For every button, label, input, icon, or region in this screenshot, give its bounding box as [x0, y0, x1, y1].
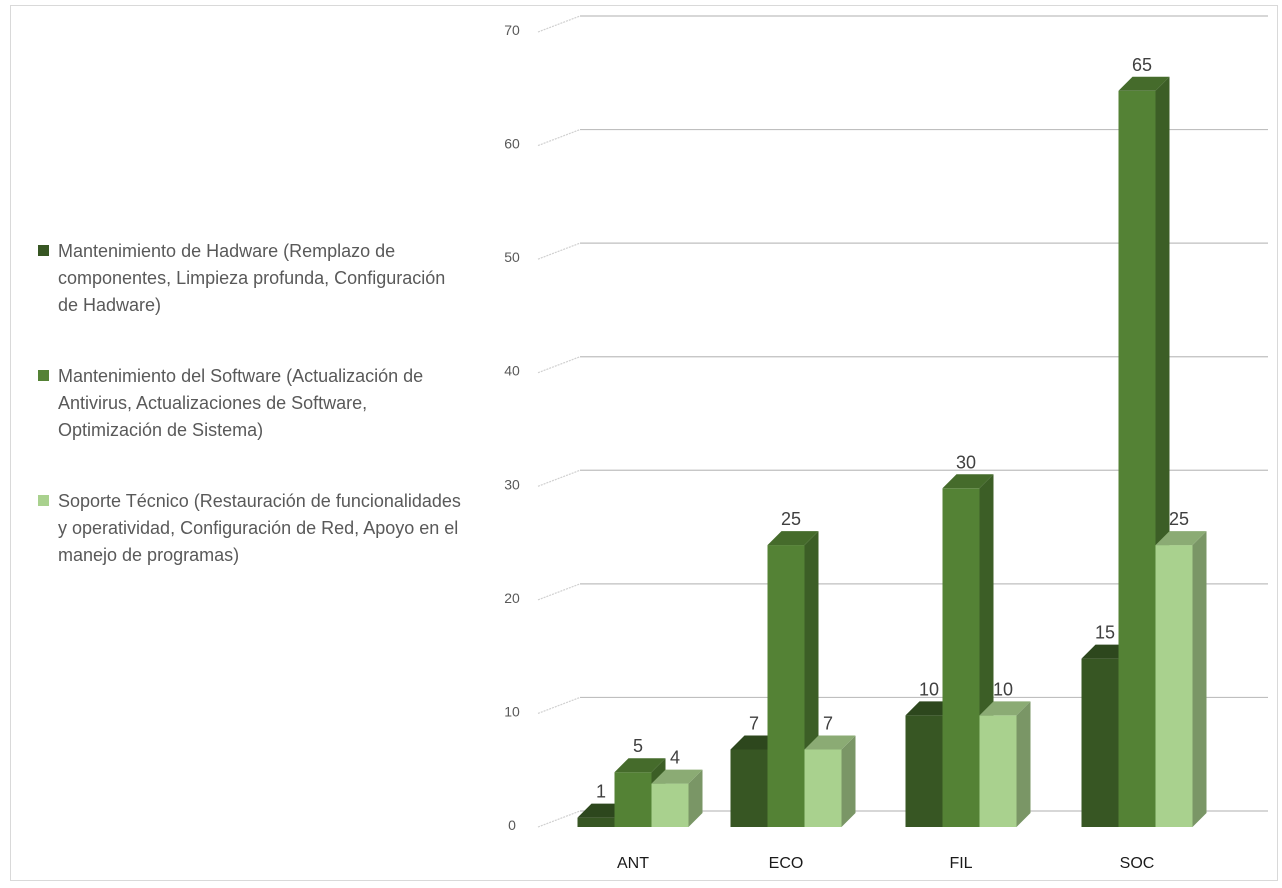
data-label: 25 [1169, 509, 1189, 529]
y-tick-label: 50 [504, 249, 520, 265]
x-category-label: FIL [949, 855, 972, 872]
bar-side [688, 769, 703, 827]
legend-label-hardware: Mantenimiento de Hadware (Remplazo de co… [58, 241, 446, 315]
bar [1155, 531, 1207, 827]
x-category-label: SOC [1120, 855, 1155, 872]
bar-front [942, 488, 980, 827]
legend-label-software: Mantenimiento del Software (Actualizació… [58, 366, 424, 440]
y-tick-label: 60 [504, 136, 520, 152]
bar-top [651, 769, 703, 784]
bar-side [1192, 531, 1207, 827]
data-label: 25 [781, 509, 801, 529]
gridline-depth [537, 356, 581, 374]
bar-front [1081, 658, 1119, 827]
gridline-depth [537, 810, 581, 828]
bar-front [804, 749, 842, 827]
bar-top [979, 701, 1031, 716]
y-tick-label: 0 [508, 817, 516, 833]
bar-top [942, 474, 994, 489]
gridline-depth [537, 242, 581, 260]
bar-top [1118, 76, 1170, 91]
bar-front [979, 715, 1017, 827]
bars [577, 76, 1207, 828]
gridline-depth [537, 15, 581, 33]
gridline-depth [537, 129, 581, 147]
bar-side [1016, 701, 1031, 827]
bar [1118, 76, 1170, 828]
data-label: 4 [670, 748, 680, 768]
bar [651, 769, 703, 827]
bar [804, 735, 856, 827]
bar-front [767, 545, 805, 827]
x-category-label: ANT [617, 855, 649, 872]
legend-swatch-hardware [38, 245, 49, 256]
axis-labels: 0 10 20 30 40 50 60 70 ANT ECO FIL SOC [504, 22, 1154, 872]
data-label: 65 [1132, 55, 1152, 75]
legend-item-software: Mantenimiento del Software (Actualizació… [38, 363, 468, 444]
bar [979, 701, 1031, 827]
legend-label-support: Soporte Técnico (Restauración de funcion… [58, 491, 461, 565]
bar-top [614, 758, 666, 773]
data-label: 30 [956, 452, 976, 472]
y-tick-label: 30 [504, 476, 520, 492]
y-tick-label: 70 [504, 22, 520, 38]
y-tick-label: 10 [504, 703, 520, 719]
bar-side [841, 735, 856, 827]
legend-swatch-support [38, 495, 49, 506]
bar-top [767, 531, 819, 546]
legend-swatch-software [38, 370, 49, 381]
gridline-depth [537, 583, 581, 601]
x-category-label: ECO [769, 855, 804, 872]
y-tick-label: 40 [504, 363, 520, 379]
data-label: 7 [749, 714, 759, 734]
data-label: 7 [823, 714, 833, 734]
legend-item-support: Soporte Técnico (Restauración de funcion… [38, 488, 468, 569]
bar-front [905, 715, 943, 827]
data-label: 10 [919, 679, 939, 699]
bar-front [577, 817, 615, 827]
gridline-depth [537, 696, 581, 714]
legend: Mantenimiento de Hadware (Remplazo de co… [38, 238, 468, 613]
bar-front [730, 749, 768, 827]
bar-front [1155, 545, 1193, 827]
gridline-depth [537, 469, 581, 487]
bar-top [1155, 531, 1207, 546]
bar-front [651, 783, 689, 827]
data-label: 5 [633, 736, 643, 756]
data-label: 1 [596, 782, 606, 802]
bar-front [1118, 90, 1156, 828]
legend-item-hardware: Mantenimiento de Hadware (Remplazo de co… [38, 238, 468, 319]
chart-frame [10, 5, 1278, 881]
y-tick-label: 20 [504, 590, 520, 606]
data-label: 10 [993, 679, 1013, 699]
bar-top [804, 735, 856, 750]
data-label: 15 [1095, 623, 1115, 643]
bar-front [614, 772, 652, 827]
